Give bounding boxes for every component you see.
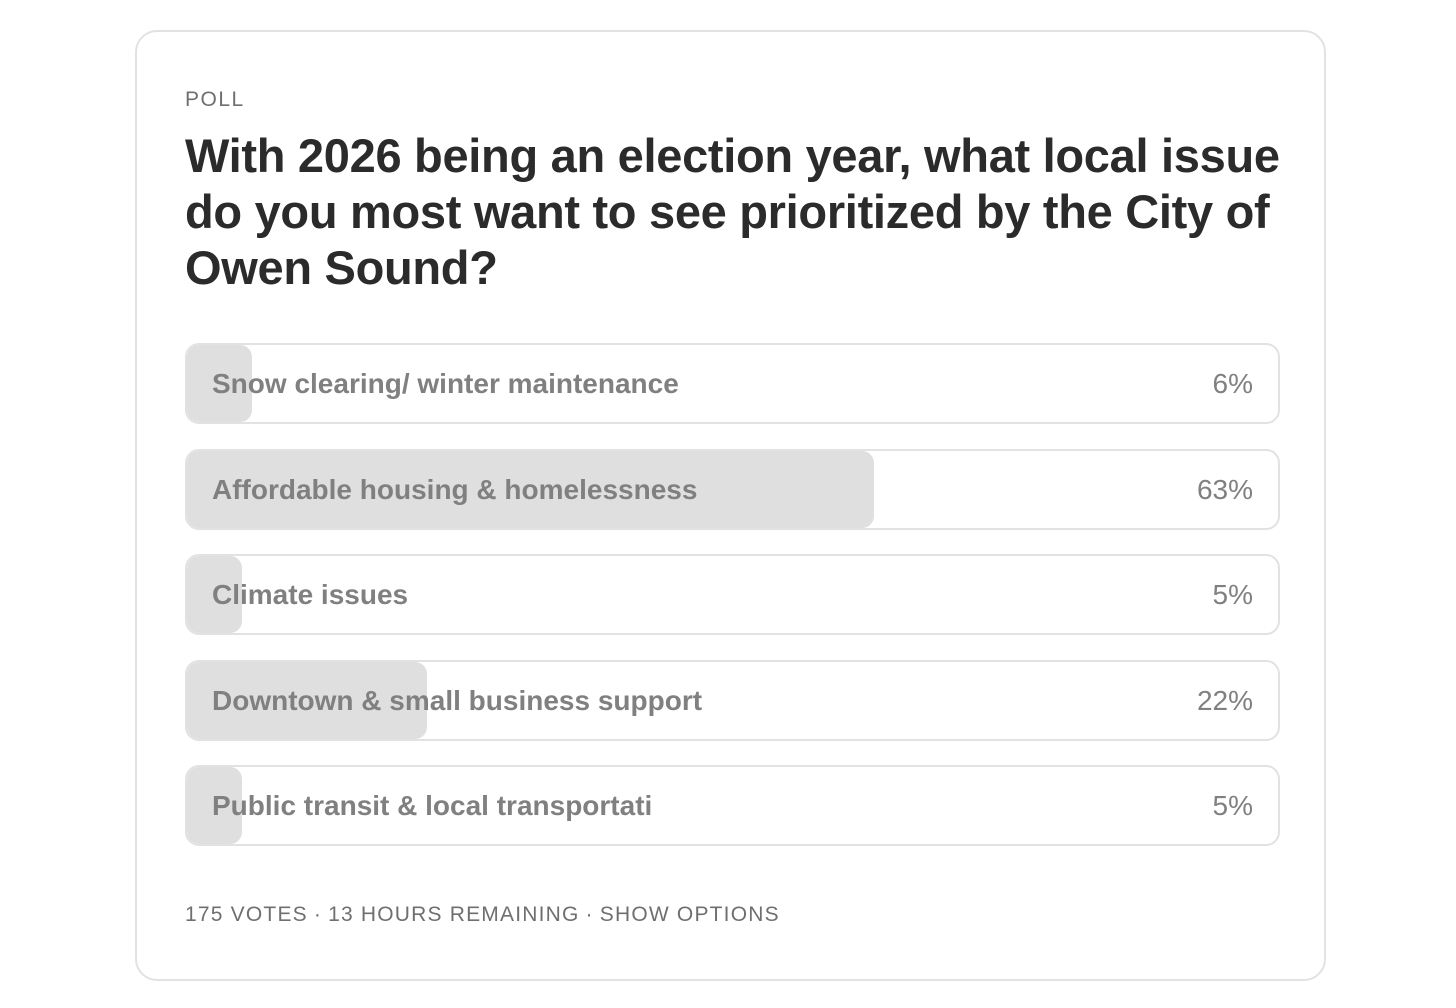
poll-option-fill	[187, 450, 875, 528]
poll-footer: 175 VOTES · 13 HOURS REMAINING · SHOW OPTION…	[185, 903, 780, 927]
poll-option-percent: 5%	[1212, 579, 1253, 611]
poll-label: POLL	[185, 88, 245, 111]
show-options-link[interactable]: SHOW OPTIONS	[599, 903, 780, 926]
poll-option-climate[interactable]: Climate issues 5%	[185, 554, 1280, 636]
poll-question: With 2026 being an election year, what l…	[185, 129, 1280, 294]
poll-option-percent: 6%	[1212, 368, 1253, 399]
poll-option-percent: 5%	[1212, 790, 1253, 822]
poll-option-label: Snow clearing/ winter maintenance	[212, 368, 679, 399]
poll-option-fill	[187, 661, 428, 739]
poll-option-fill	[187, 345, 253, 422]
poll-option-snow-clearing[interactable]: Snow clearing/ winter maintenance 6%	[185, 343, 1280, 424]
poll-option-label: Affordable housing & homelessness	[212, 473, 698, 505]
poll-option-public-transit[interactable]: Public transit & local transportati 5%	[185, 765, 1280, 847]
poll-card: POLL With 2026 being an election year, w…	[135, 30, 1326, 981]
vote-count: 175 VOTES	[185, 903, 308, 926]
time-remaining: 13 HOURS REMAINING	[328, 903, 580, 926]
poll-option-affordable-housing[interactable]: Affordable housing & homelessness 63%	[185, 448, 1280, 530]
poll-options: Snow clearing/ winter maintenance 6% Aff…	[185, 343, 1280, 871]
poll-option-fill	[187, 767, 242, 845]
poll-option-label: Climate issues	[212, 579, 409, 611]
poll-option-label: Downtown & small business support	[212, 684, 703, 716]
poll-option-percent: 63%	[1196, 473, 1253, 505]
poll-option-percent: 22%	[1196, 684, 1253, 716]
footer-separator: ·	[313, 903, 323, 926]
poll-option-downtown[interactable]: Downtown & small business support 22%	[185, 659, 1280, 741]
footer-separator: ·	[585, 903, 594, 926]
poll-option-fill	[187, 556, 242, 634]
poll-option-label: Public transit & local transportati	[212, 790, 653, 822]
